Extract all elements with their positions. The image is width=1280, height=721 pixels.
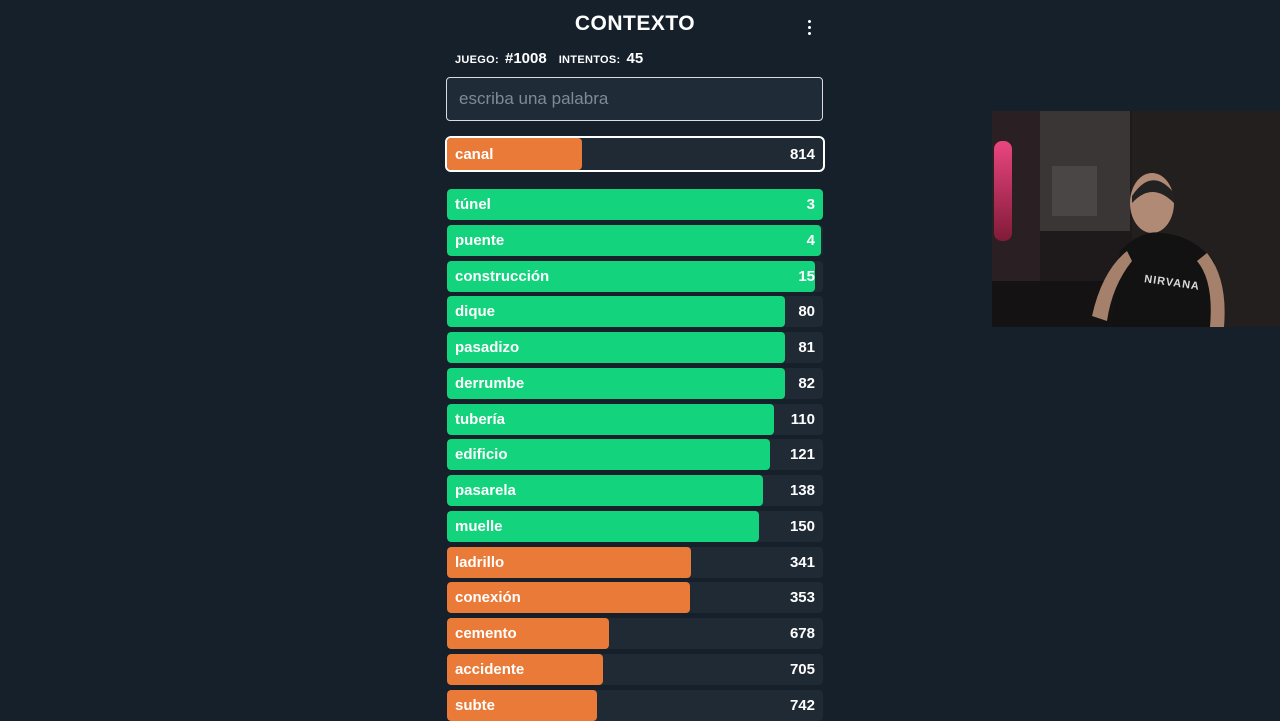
guess-row: túnel 3 bbox=[447, 189, 823, 220]
guess-rank: 110 bbox=[790, 411, 815, 428]
guess-row: muelle 150 bbox=[447, 511, 823, 542]
guess-word: derrumbe bbox=[455, 375, 525, 392]
game-number: #1008 bbox=[504, 50, 547, 67]
guess-row: pasarela 138 bbox=[447, 475, 823, 506]
guess-rank: 705 bbox=[789, 661, 815, 678]
guess-rank: 121 bbox=[789, 446, 815, 463]
guess-rank: 742 bbox=[789, 697, 815, 714]
more-options-icon[interactable] bbox=[799, 14, 819, 40]
current-guess-word: canal bbox=[455, 145, 494, 163]
guess-row: puente 4 bbox=[447, 225, 823, 256]
current-guess-rank: 814 bbox=[789, 145, 815, 163]
guess-row: ladrillo 341 bbox=[447, 547, 823, 578]
guess-bar bbox=[447, 439, 771, 470]
current-guess-row: canal 814 bbox=[445, 136, 825, 172]
guess-word: accidente bbox=[455, 661, 525, 678]
guess-row: conexión 353 bbox=[447, 582, 823, 613]
guess-bar bbox=[447, 690, 598, 721]
guess-word: subte bbox=[455, 697, 496, 714]
guess-word: construcción bbox=[455, 268, 550, 285]
guess-row: cemento 678 bbox=[447, 618, 823, 649]
guess-word: edificio bbox=[455, 446, 508, 463]
guess-bar bbox=[447, 404, 775, 435]
guess-bar bbox=[447, 261, 816, 292]
guess-rank: 341 bbox=[789, 554, 815, 571]
guess-rank: 150 bbox=[789, 518, 815, 535]
guess-row: tubería 110 bbox=[447, 404, 823, 435]
guess-bar bbox=[447, 511, 760, 542]
guess-row: dique 80 bbox=[447, 296, 823, 327]
game-info: JUEGO: #1008 INTENTOS: 45 bbox=[455, 50, 649, 67]
app-title: CONTEXTO bbox=[574, 12, 696, 35]
guess-bar bbox=[447, 296, 786, 327]
guess-rank: 138 bbox=[789, 482, 815, 499]
guess-word: ladrillo bbox=[455, 554, 505, 571]
webcam-image bbox=[992, 111, 1280, 327]
word-input[interactable] bbox=[446, 77, 823, 121]
guess-bar bbox=[447, 618, 609, 649]
guess-word: pasarela bbox=[455, 482, 516, 499]
guess-word: pasadizo bbox=[455, 339, 520, 356]
guess-bar bbox=[447, 547, 692, 578]
guess-word: puente bbox=[455, 232, 505, 249]
guess-bar bbox=[447, 582, 690, 613]
guess-rank: 82 bbox=[798, 375, 815, 392]
guess-row: subte 742 bbox=[447, 690, 823, 721]
attempts-count: 45 bbox=[626, 50, 644, 67]
attempts-label: INTENTOS: bbox=[558, 54, 621, 66]
guess-word: muelle bbox=[455, 518, 503, 535]
guess-word: cemento bbox=[455, 625, 517, 642]
guess-rank: 4 bbox=[806, 232, 815, 249]
webcam-overlay: NIRVANA bbox=[992, 111, 1280, 327]
guess-word: tubería bbox=[455, 411, 506, 428]
guess-row: accidente 705 bbox=[447, 654, 823, 685]
guess-word: conexión bbox=[455, 589, 521, 606]
guess-row: edificio 121 bbox=[447, 439, 823, 470]
guess-bar bbox=[447, 475, 763, 506]
guess-bar bbox=[447, 225, 822, 256]
game-label: JUEGO: bbox=[455, 54, 499, 66]
guess-rank: 3 bbox=[806, 196, 815, 213]
guess-rank: 678 bbox=[789, 625, 815, 642]
guess-bar bbox=[447, 189, 823, 220]
guess-bar bbox=[447, 368, 786, 399]
guess-rank: 80 bbox=[798, 303, 815, 320]
guess-rank: 353 bbox=[789, 589, 815, 606]
guess-word: dique bbox=[455, 303, 495, 320]
guess-rank: 15 bbox=[798, 268, 815, 285]
guess-bar bbox=[447, 654, 604, 685]
guess-row: pasadizo 81 bbox=[447, 332, 823, 363]
guess-rank: 81 bbox=[798, 339, 815, 356]
current-guess-bar bbox=[447, 138, 583, 170]
guess-word: túnel bbox=[455, 196, 491, 213]
guess-row: derrumbe 82 bbox=[447, 368, 823, 399]
guess-row: construcción 15 bbox=[447, 261, 823, 292]
guess-bar bbox=[447, 332, 786, 363]
